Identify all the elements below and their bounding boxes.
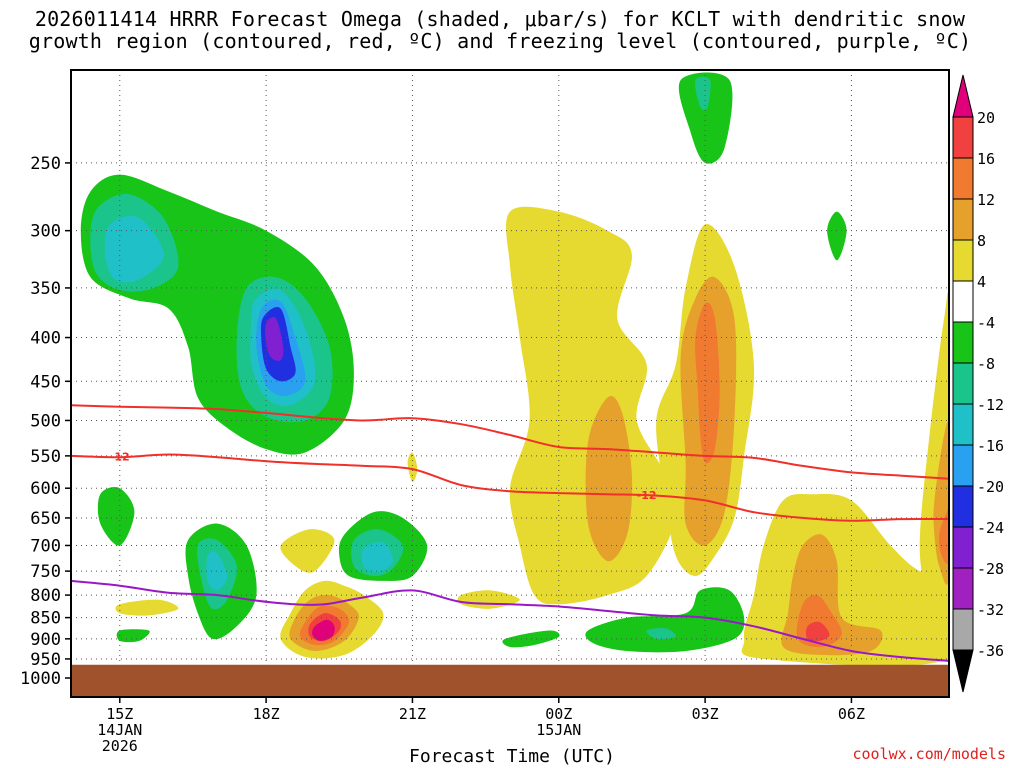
colorbar-bottom-arrow bbox=[952, 649, 974, 693]
colorbar-tick-label: -36 bbox=[977, 642, 1004, 660]
colorbar-band bbox=[952, 198, 974, 241]
x-tick-label: 15Z bbox=[106, 705, 133, 723]
colorbar-band bbox=[952, 608, 974, 651]
omega-region-40 bbox=[457, 590, 520, 609]
x-tick-label: 00Z bbox=[545, 705, 572, 723]
y-tick-label: 600 bbox=[30, 479, 61, 499]
colorbar-band bbox=[952, 157, 974, 200]
y-tick-label: 400 bbox=[30, 329, 61, 349]
omega-region-18 bbox=[646, 628, 677, 640]
omega-region-8 bbox=[97, 487, 135, 546]
colorbar-tick-label: -28 bbox=[977, 560, 1004, 578]
colorbar-tick-label: 16 bbox=[977, 150, 995, 168]
y-tick-label: 500 bbox=[30, 411, 61, 431]
chart-title: 2026011414 HRRR Forecast Omega (shaded, … bbox=[0, 8, 1000, 52]
y-tick-label: 850 bbox=[30, 609, 61, 629]
y-tick-label: 800 bbox=[30, 586, 61, 606]
colorbar-tick-label: -4 bbox=[977, 314, 995, 332]
dgz-contour-1 bbox=[71, 453, 949, 522]
colorbar-band bbox=[952, 239, 974, 282]
y-tick-label: 1000 bbox=[20, 669, 61, 689]
dgz-contour-0 bbox=[71, 404, 949, 480]
omega-region-39 bbox=[280, 529, 335, 573]
y-tick-label: 950 bbox=[30, 650, 61, 670]
x-tick-sublabel: 2026 bbox=[102, 737, 138, 755]
y-tick-label: 700 bbox=[30, 536, 61, 556]
contour-label: -12 bbox=[637, 489, 657, 502]
colorbar-tick-label: 20 bbox=[977, 109, 995, 127]
colorbar-tick-label: -32 bbox=[977, 601, 1004, 619]
grid-lines bbox=[71, 70, 949, 665]
x-tick-label: 18Z bbox=[253, 705, 280, 723]
colorbar-band bbox=[952, 280, 974, 323]
contour-label: -12 bbox=[110, 451, 130, 464]
omega-region-21 bbox=[827, 211, 847, 261]
x-axis-label: Forecast Time (UTC) bbox=[409, 746, 615, 767]
colorbar-band bbox=[952, 116, 974, 159]
ground-rect bbox=[71, 664, 949, 697]
colorbar-band bbox=[952, 526, 974, 569]
omega-region-16 bbox=[502, 630, 560, 648]
y-tick-label: 450 bbox=[30, 372, 61, 392]
omega-region-15 bbox=[116, 629, 150, 643]
omega-region-17 bbox=[585, 587, 745, 653]
ground-layer bbox=[71, 664, 949, 697]
y-tick-label: 300 bbox=[30, 222, 61, 242]
omega-shading bbox=[80, 72, 949, 666]
freezing-level-contour bbox=[71, 579, 949, 662]
omega-region-19 bbox=[678, 72, 733, 164]
omega-region-41 bbox=[115, 599, 179, 616]
x-tick-label: 21Z bbox=[399, 705, 426, 723]
colorbar-tick-label: -16 bbox=[977, 437, 1004, 455]
omega-region-14 bbox=[361, 542, 393, 573]
y-tick-label: 550 bbox=[30, 447, 61, 467]
plot-frame bbox=[70, 69, 950, 698]
omega-region-25 bbox=[695, 302, 720, 464]
credit-text: coolwx.com/models bbox=[852, 745, 1006, 763]
contour-lines: -12 -12 bbox=[71, 404, 949, 662]
colorbar-tick-label: 8 bbox=[977, 232, 986, 250]
colorbar-band bbox=[952, 321, 974, 364]
x-tick-sublabel: 14JAN bbox=[97, 721, 142, 739]
omega-region-38 bbox=[312, 619, 335, 641]
omega-region-42 bbox=[407, 452, 418, 483]
omega-region-7 bbox=[265, 317, 284, 361]
y-tick-label: 250 bbox=[30, 154, 61, 174]
colorbar-tick-label: -24 bbox=[977, 519, 1004, 537]
colorbar: 20 16 12 8 4 -4 -8 -12 -16 -20 -24 -28 -32 -36 bbox=[952, 74, 1004, 693]
y-tick-label: 750 bbox=[30, 562, 61, 582]
colorbar-tick-label: 12 bbox=[977, 191, 995, 209]
axes: 2503003504004505005506006507007508008509… bbox=[20, 69, 950, 755]
omega-region-26 bbox=[585, 395, 633, 562]
colorbar-band bbox=[952, 567, 974, 610]
omega-region-33 bbox=[939, 507, 949, 564]
y-tick-label: 900 bbox=[30, 630, 61, 650]
colorbar-band bbox=[952, 485, 974, 528]
colorbar-top-arrow bbox=[952, 74, 974, 118]
colorbar-tick-label: -12 bbox=[977, 396, 1004, 414]
x-tick-sublabel: 15JAN bbox=[536, 721, 581, 739]
colorbar-tick-label: -20 bbox=[977, 478, 1004, 496]
omega-region-30 bbox=[806, 621, 830, 642]
omega-region-20 bbox=[695, 76, 711, 111]
colorbar-band bbox=[952, 444, 974, 487]
x-tick-label: 03Z bbox=[692, 705, 719, 723]
title-line-2: growth region (contoured, red, ºC) and f… bbox=[28, 29, 972, 53]
title-line-1: 2026011414 HRRR Forecast Omega (shaded, … bbox=[34, 7, 966, 31]
omega-region-22 bbox=[506, 206, 677, 605]
x-tick-label: 06Z bbox=[838, 705, 865, 723]
colorbar-tick-label: 4 bbox=[977, 273, 986, 291]
y-tick-label: 350 bbox=[30, 279, 61, 299]
colorbar-tick-label: -8 bbox=[977, 355, 995, 373]
colorbar-band bbox=[952, 403, 974, 446]
y-tick-label: 650 bbox=[30, 509, 61, 529]
colorbar-band bbox=[952, 362, 974, 405]
